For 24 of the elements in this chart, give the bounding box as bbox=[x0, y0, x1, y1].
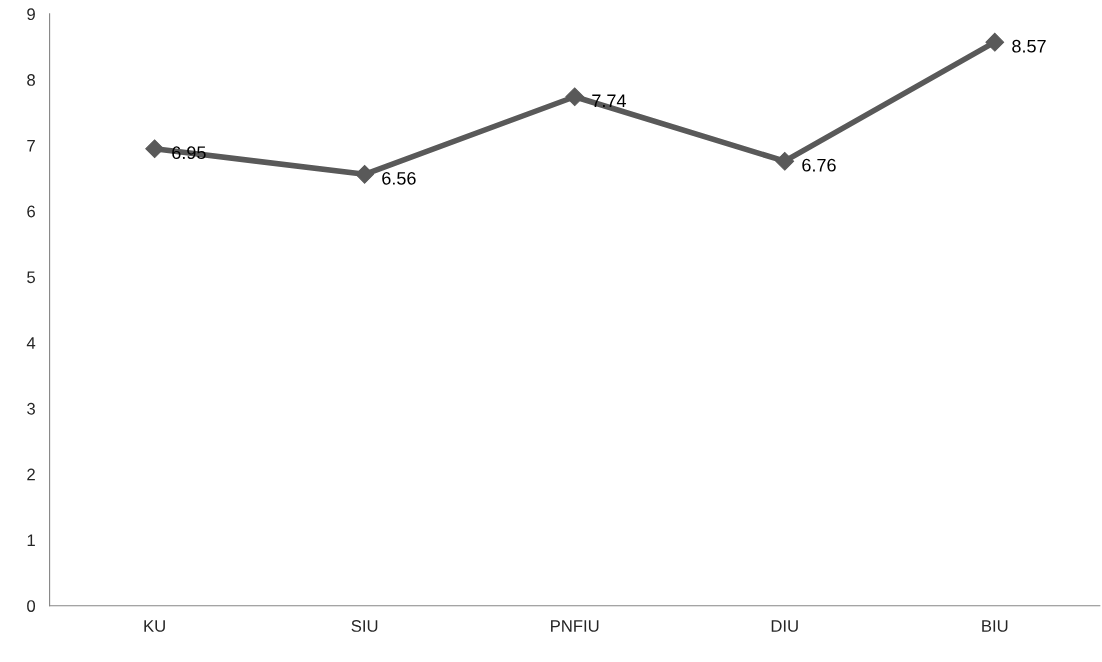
x-tick-label: BIU bbox=[982, 620, 1008, 632]
x-tick-label: SIU bbox=[351, 620, 378, 632]
x-tick-label: KU bbox=[144, 620, 165, 632]
x-tick-label: PNFIU bbox=[551, 620, 599, 632]
point bbox=[775, 151, 795, 171]
y-tick-label: 6 bbox=[27, 205, 35, 218]
y-tick-label: 5 bbox=[27, 271, 35, 284]
y-tick-label: 3 bbox=[27, 402, 35, 415]
data-label: 6.76 bbox=[802, 158, 836, 172]
data-label: 6.56 bbox=[382, 171, 416, 185]
y-tick-label: 1 bbox=[27, 534, 35, 547]
x-tick-label: DIU bbox=[771, 620, 798, 632]
y-tick-label: 0 bbox=[27, 600, 36, 612]
point bbox=[355, 164, 375, 184]
point bbox=[565, 87, 585, 107]
y-tick-label: 2 bbox=[27, 468, 35, 481]
y-tick-label: 9 bbox=[27, 8, 35, 21]
point bbox=[145, 139, 164, 159]
y-tick-label: 4 bbox=[26, 337, 36, 349]
data-label: 8.57 bbox=[1012, 39, 1046, 53]
y-tick-label: 8 bbox=[27, 74, 35, 86]
data-label: 7.74 bbox=[592, 94, 626, 107]
point bbox=[985, 32, 1005, 52]
y-tick-label: 7 bbox=[27, 139, 35, 152]
